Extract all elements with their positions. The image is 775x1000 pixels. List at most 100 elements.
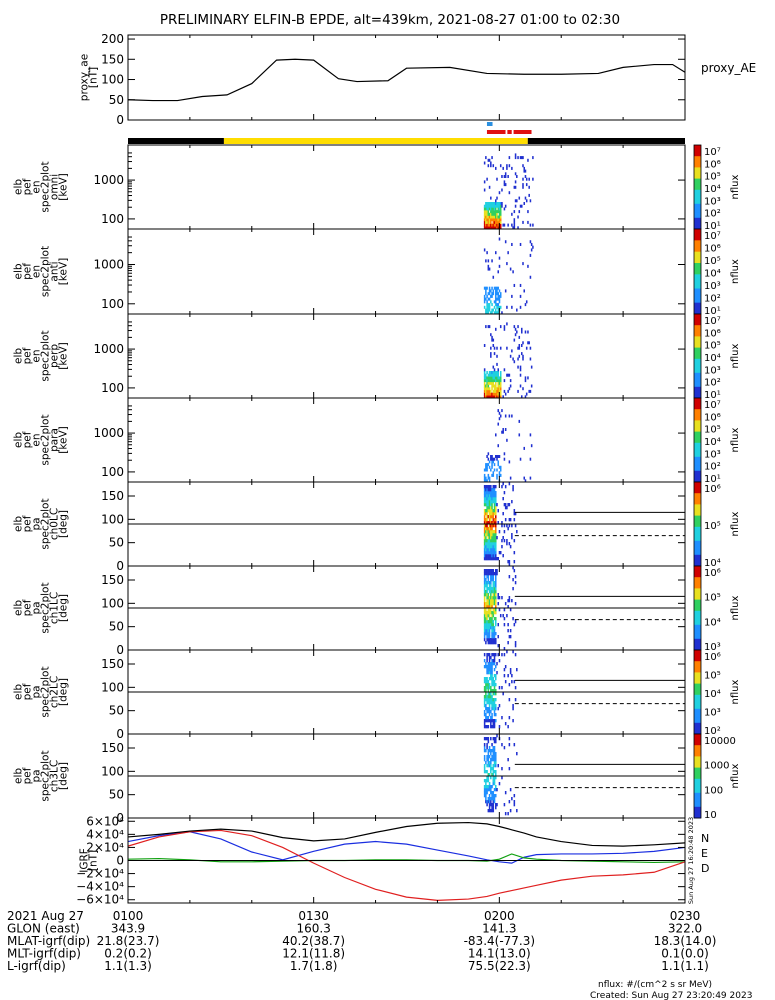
heatmap-cell (483, 794, 486, 798)
heatmap-cell (513, 512, 516, 516)
heatmap-cell (496, 286, 498, 290)
ephemeris-label: L-igrf(dip) (7, 959, 66, 973)
heatmap-cell (495, 204, 497, 208)
y-axis-title-line: en (31, 180, 43, 193)
heatmap-cell (509, 545, 512, 549)
heatmap-cell (519, 305, 522, 309)
heatmap-cell (487, 215, 490, 219)
heatmap-cell (493, 572, 496, 576)
heatmap-cell (493, 797, 496, 801)
heatmap-cell (486, 251, 488, 255)
y-tick-label: 150 (101, 573, 124, 587)
ephemeris-value: 0230 (670, 909, 701, 923)
heatmap-cell (485, 770, 487, 774)
heatmap-cell (486, 226, 488, 230)
heatmap-cell (493, 593, 496, 597)
colorbar-step (694, 251, 701, 255)
heatmap-cell (487, 593, 490, 597)
heatmap-cell (488, 305, 491, 309)
colorbar-step (694, 254, 701, 258)
heatmap-cell (491, 460, 493, 464)
colorbar-tick-label: 10³ (704, 449, 721, 460)
heatmap-cell (492, 752, 495, 756)
heatmap-cell (490, 668, 492, 672)
heatmap-cell (497, 444, 500, 448)
heatmap-cell (492, 581, 495, 585)
heatmap-cell (485, 311, 487, 315)
heatmap-cell (525, 346, 528, 350)
heatmap-cell (486, 308, 488, 312)
colorbar-step (694, 504, 701, 508)
colorbar-step (694, 647, 701, 651)
y-axis-title-line: [keV] (58, 173, 70, 201)
heatmap-cell (487, 641, 490, 645)
heatmap-cell (490, 215, 492, 219)
heatmap-cell (487, 671, 490, 675)
heatmap-cell (493, 653, 496, 657)
heatmap-cell (488, 698, 491, 702)
heatmap-cell (507, 605, 509, 609)
heatmap-cell (491, 259, 493, 263)
heatmap-cell (486, 623, 488, 627)
heatmap-cell (486, 668, 488, 672)
heatmap-cell (488, 797, 491, 801)
colorbar-tick-label: 10⁵ (704, 172, 721, 183)
heatmap-cell (514, 327, 517, 331)
heatmap-cell (496, 371, 498, 374)
colorbar-step (694, 400, 701, 405)
heatmap-cell (488, 392, 491, 396)
heatmap-cell (488, 376, 491, 380)
heatmap-cell (488, 707, 491, 711)
heatmap-cell (497, 210, 500, 214)
heatmap-cell (507, 503, 509, 507)
heatmap-cell (491, 605, 493, 609)
heatmap-cell (493, 800, 496, 804)
colorbar-tick-label: 10⁶ (704, 568, 721, 579)
heatmap-cell (483, 791, 486, 795)
heatmap-cell (519, 373, 522, 377)
colorbar-tick-label: 10⁴ (704, 689, 721, 700)
heatmap-cell (490, 695, 492, 699)
colorbar-step (694, 336, 701, 340)
heatmap-cell (492, 707, 495, 711)
ephemeris-value: 0.2(0.2) (104, 947, 152, 961)
heatmap-cell (499, 292, 502, 296)
heatmap-cell (485, 725, 487, 729)
colorbar-tick-label: 10³ (704, 196, 721, 207)
heatmap-cell (508, 164, 511, 168)
heatmap-cell (485, 704, 487, 708)
heatmap-cell (487, 218, 490, 222)
heatmap-cell (493, 599, 496, 603)
heatmap-cell (492, 620, 495, 624)
heatmap-cell (488, 800, 491, 804)
heatmap-cell (486, 376, 488, 380)
y-tick-label: 200 (101, 32, 124, 46)
heatmap-cell (485, 620, 487, 624)
heatmap-cell (497, 303, 500, 307)
heatmap-cell (490, 207, 492, 211)
heatmap-cell (516, 809, 518, 813)
heatmap-cell (493, 788, 496, 792)
heatmap-cell (495, 548, 497, 552)
heatmap-cell (495, 527, 497, 531)
heatmap-cell (524, 395, 527, 399)
heatmap-cell (492, 515, 495, 519)
heatmap-cell (495, 593, 497, 597)
heatmap-cell (493, 311, 496, 315)
heatmap-cell (483, 248, 486, 252)
colorbar-step (694, 420, 701, 424)
heatmap-cell (528, 185, 530, 189)
y-axis-title-line: pef (22, 431, 34, 448)
colorbar-step (694, 552, 701, 556)
y-axis-title-line: en (31, 433, 43, 446)
heatmap-cell (498, 659, 501, 663)
heatmap-cell (483, 695, 486, 699)
heatmap-cell (512, 226, 514, 230)
heatmap-cell (485, 289, 487, 293)
y-axis-title-line: spec2plot (40, 582, 52, 633)
heatmap-cell (495, 327, 497, 331)
heatmap-cell (495, 770, 497, 774)
heatmap-cell (497, 223, 500, 227)
heatmap-cell (514, 698, 517, 702)
